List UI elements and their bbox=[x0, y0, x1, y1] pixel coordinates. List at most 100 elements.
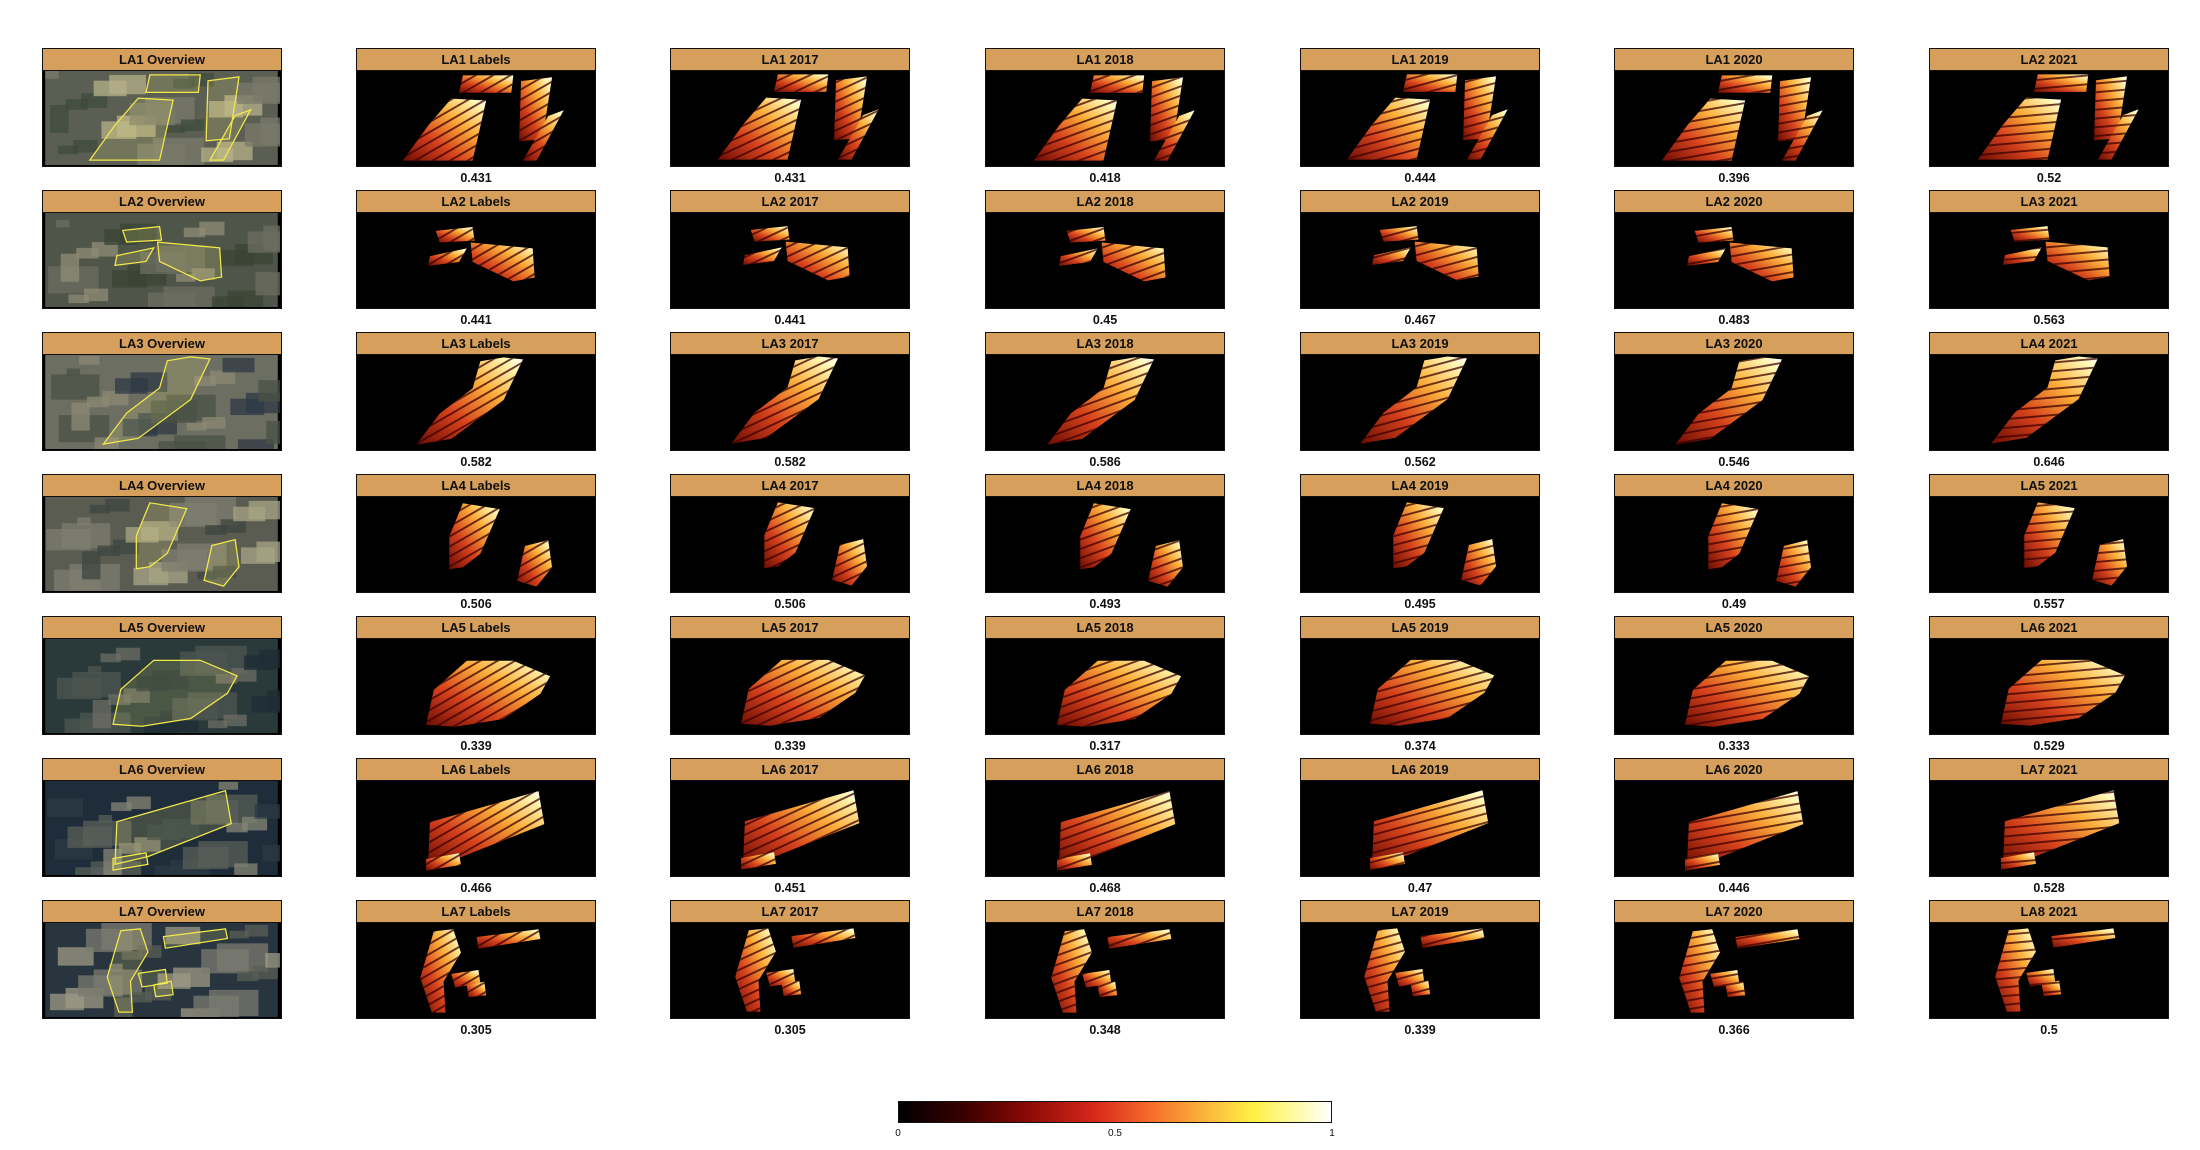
heatmap-panel: LA6 2019 0.47 bbox=[1300, 758, 1540, 896]
heatmap-frame bbox=[1300, 638, 1540, 735]
heatmap-panel: LA1 2018 0.418 bbox=[985, 48, 1225, 186]
panel-title: LA2 2019 bbox=[1300, 190, 1540, 212]
panel-title: LA5 2021 bbox=[1929, 474, 2169, 496]
heatmap-panel: LA6 2018 0.468 bbox=[985, 758, 1225, 896]
heatmap-image bbox=[359, 639, 592, 733]
colorbar-tick-0: 0 bbox=[895, 1128, 901, 1139]
heatmap-frame bbox=[356, 212, 596, 309]
colorbar-gradient bbox=[898, 1101, 1332, 1123]
panel-title: LA4 2017 bbox=[670, 474, 910, 496]
panel-title: LA2 2020 bbox=[1614, 190, 1854, 212]
overview-panel: LA5 Overview bbox=[42, 616, 282, 735]
overview-image bbox=[42, 212, 282, 309]
heatmap-panel: LA5 2020 0.333 bbox=[1614, 616, 1854, 754]
heatmap-image bbox=[1617, 213, 1850, 307]
heatmap-frame bbox=[1300, 496, 1540, 593]
heatmap-panel: LA6 2021 0.529 bbox=[1929, 616, 2169, 754]
panel-score: 0.468 bbox=[1089, 881, 1121, 895]
panel-score: 0.506 bbox=[774, 597, 806, 611]
panel-title: LA7 2018 bbox=[985, 900, 1225, 922]
panel-score: 0.586 bbox=[1089, 455, 1121, 469]
overview-panel: LA6 Overview bbox=[42, 758, 282, 877]
heatmap-frame bbox=[1614, 638, 1854, 735]
heatmap-panel: LA5 2018 0.317 bbox=[985, 616, 1225, 754]
panel-title: LA6 2019 bbox=[1300, 758, 1540, 780]
heatmap-image bbox=[1303, 213, 1536, 307]
heatmap-panel: LA5 Labels 0.339 bbox=[356, 616, 596, 754]
heatmap-panel: LA4 2021 0.646 bbox=[1929, 332, 2169, 470]
panel-score: 0.52 bbox=[2036, 171, 2062, 185]
panel-title: LA6 Overview bbox=[42, 758, 282, 780]
panel-score: 0.582 bbox=[774, 455, 806, 469]
heatmap-image bbox=[673, 213, 906, 307]
panel-title: LA1 Overview bbox=[42, 48, 282, 70]
heatmap-image bbox=[988, 71, 1221, 165]
panel-title: LA6 2018 bbox=[985, 758, 1225, 780]
heatmap-image bbox=[359, 213, 592, 307]
panel-score: 0.495 bbox=[1404, 597, 1436, 611]
overview-image bbox=[42, 496, 282, 593]
heatmap-image bbox=[1932, 781, 2165, 875]
heatmap-image bbox=[673, 355, 906, 449]
heatmap-image bbox=[1617, 639, 1850, 733]
heatmap-image bbox=[673, 71, 906, 165]
heatmap-image bbox=[359, 497, 592, 591]
overview-image bbox=[42, 70, 282, 167]
heatmap-panel: LA3 2018 0.586 bbox=[985, 332, 1225, 470]
satellite-image bbox=[45, 923, 280, 1017]
heatmap-panel: LA2 2017 0.441 bbox=[670, 190, 910, 328]
panel-title: LA4 2019 bbox=[1300, 474, 1540, 496]
panel-score: 0.466 bbox=[460, 881, 492, 895]
heatmap-image bbox=[1932, 639, 2165, 733]
panel-title: LA3 2018 bbox=[985, 332, 1225, 354]
panel-score: 0.446 bbox=[1718, 881, 1750, 895]
heatmap-image bbox=[1617, 923, 1850, 1017]
panel-title: LA5 2017 bbox=[670, 616, 910, 638]
panel-score: 0.366 bbox=[1718, 1023, 1750, 1037]
heatmap-frame bbox=[985, 496, 1225, 593]
panel-title: LA6 2017 bbox=[670, 758, 910, 780]
panel-score: 0.339 bbox=[1404, 1023, 1436, 1037]
panel-title: LA7 2017 bbox=[670, 900, 910, 922]
panel-title: LA1 2020 bbox=[1614, 48, 1854, 70]
panel-title: LA5 2020 bbox=[1614, 616, 1854, 638]
heatmap-frame bbox=[985, 922, 1225, 1019]
panel-score: 0.506 bbox=[460, 597, 492, 611]
panel-score: 0.49 bbox=[1721, 597, 1747, 611]
panel-title: LA7 2021 bbox=[1929, 758, 2169, 780]
panel-score: 0.431 bbox=[460, 171, 492, 185]
heatmap-frame bbox=[1929, 212, 2169, 309]
heatmap-panel: LA6 Labels 0.466 bbox=[356, 758, 596, 896]
heatmap-panel: LA4 2020 0.49 bbox=[1614, 474, 1854, 612]
heatmap-frame bbox=[1929, 496, 2169, 593]
panel-title: LA3 Overview bbox=[42, 332, 282, 354]
panel-score: 0.374 bbox=[1404, 739, 1436, 753]
panel-score: 0.557 bbox=[2033, 597, 2065, 611]
heatmap-panel: LA2 Labels 0.441 bbox=[356, 190, 596, 328]
heatmap-frame bbox=[670, 638, 910, 735]
heatmap-image bbox=[1303, 71, 1536, 165]
heatmap-frame bbox=[670, 70, 910, 167]
heatmap-frame bbox=[1300, 212, 1540, 309]
panel-title: LA3 2021 bbox=[1929, 190, 2169, 212]
heatmap-frame bbox=[985, 70, 1225, 167]
heatmap-frame bbox=[670, 780, 910, 877]
heatmap-frame bbox=[356, 638, 596, 735]
heatmap-panel: LA1 2019 0.444 bbox=[1300, 48, 1540, 186]
panel-title: LA7 2019 bbox=[1300, 900, 1540, 922]
panel-score: 0.563 bbox=[2033, 313, 2065, 327]
heatmap-image bbox=[1932, 497, 2165, 591]
colorbar: 0 0.5 1 bbox=[895, 1101, 1335, 1139]
heatmap-frame bbox=[1300, 354, 1540, 451]
heatmap-image bbox=[673, 497, 906, 591]
heatmap-panel: LA4 2017 0.506 bbox=[670, 474, 910, 612]
panel-score: 0.451 bbox=[774, 881, 806, 895]
heatmap-frame bbox=[985, 212, 1225, 309]
panel-score: 0.529 bbox=[2033, 739, 2065, 753]
panel-title: LA2 2017 bbox=[670, 190, 910, 212]
satellite-image bbox=[45, 639, 280, 733]
heatmap-image bbox=[359, 71, 592, 165]
heatmap-frame bbox=[1929, 70, 2169, 167]
heatmap-frame bbox=[1614, 70, 1854, 167]
heatmap-image bbox=[988, 213, 1221, 307]
